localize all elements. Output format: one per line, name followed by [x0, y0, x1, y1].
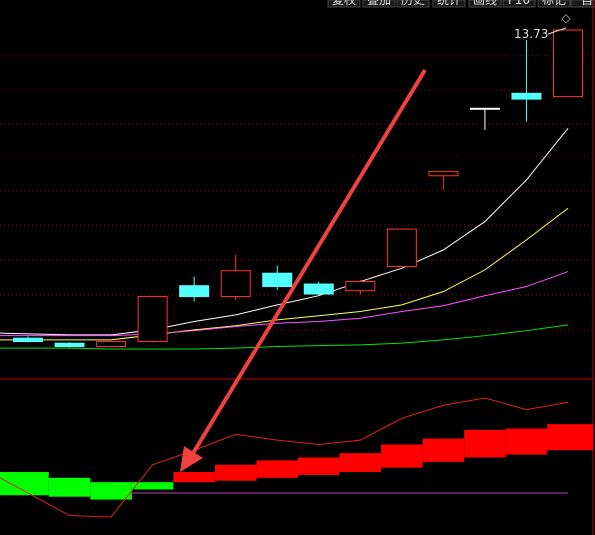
- toolbar-button[interactable]: 画线: [473, 0, 497, 7]
- toolbar-button-bg[interactable]: [502, 0, 536, 8]
- toolbar-button[interactable]: 叠加: [367, 0, 391, 7]
- toolbar-button[interactable]: 标记: [542, 0, 566, 7]
- band-block: [298, 457, 340, 475]
- candle-body: [179, 285, 210, 298]
- moving-average-line: [0, 324, 569, 350]
- icon-diamond[interactable]: ◇: [561, 11, 571, 25]
- toolbar-button[interactable]: 历史: [401, 0, 425, 7]
- toolbar-button-bg[interactable]: [396, 0, 430, 8]
- moving-average-line: [0, 127, 569, 336]
- toolbar-button[interactable]: F10: [508, 0, 530, 7]
- band-block: [422, 438, 465, 462]
- band-block: [256, 460, 298, 478]
- toolbar-button[interactable]: 复权: [332, 0, 356, 7]
- candle-body: [54, 342, 85, 348]
- candle-body: [303, 283, 334, 295]
- toolbar-button-bg[interactable]: [570, 0, 595, 8]
- candle-body: [345, 281, 376, 292]
- annotation-arrowhead: [180, 446, 203, 472]
- toolbar-button-bg[interactable]: [468, 0, 502, 8]
- max-price-pointer: [547, 27, 567, 35]
- candle-body: [13, 337, 43, 343]
- candle-body: [386, 228, 417, 268]
- toolbar-button[interactable]: 自: [581, 0, 593, 7]
- band-block: [464, 429, 506, 458]
- band-block: [173, 472, 215, 483]
- toolbar: 复权 叠加 历史 统计 画线 F10 标记 自: [327, 0, 595, 8]
- band-block: [547, 424, 593, 451]
- annotation-arrow: [190, 68, 427, 457]
- toolbar-button-bg[interactable]: [362, 0, 396, 8]
- band-block: [505, 428, 548, 455]
- band-block: [381, 444, 423, 468]
- band-block: [0, 472, 49, 496]
- candle-body: [553, 29, 583, 98]
- candle-body: [428, 171, 459, 177]
- candle-body: [262, 272, 293, 288]
- band-block: [90, 482, 132, 500]
- candle-body: [511, 92, 542, 100]
- candle-body: [469, 107, 500, 110]
- toolbar-button-bg[interactable]: [432, 0, 466, 8]
- candle-body: [220, 270, 251, 298]
- indicator-line: [0, 397, 569, 518]
- band-block: [339, 453, 382, 473]
- toolbar-button[interactable]: 统计: [437, 0, 461, 7]
- band-block: [131, 482, 174, 490]
- max-price-label: 13.73: [514, 27, 548, 41]
- candle-body: [96, 341, 127, 348]
- toolbar-button-bg[interactable]: [327, 0, 361, 8]
- toolbar-button-bg[interactable]: [537, 0, 571, 8]
- band-block: [48, 477, 91, 497]
- candle-body: [137, 296, 168, 343]
- moving-average-line: [0, 207, 569, 341]
- moving-average-line: [0, 271, 569, 337]
- band-block: [214, 464, 257, 481]
